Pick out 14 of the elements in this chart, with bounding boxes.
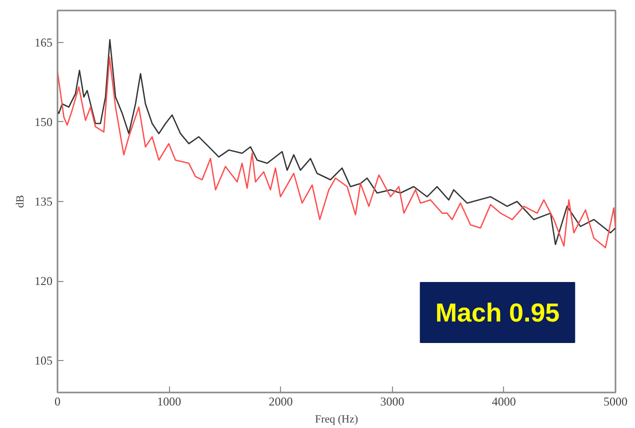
x-tick-label: 5000 <box>604 394 628 408</box>
y-tick-label: 120 <box>34 274 52 288</box>
x-tick-label: 3000 <box>380 394 404 408</box>
y-axis-title: dB <box>14 195 26 208</box>
y-tick-label: 135 <box>34 194 52 208</box>
x-tick-label: 4000 <box>492 394 516 408</box>
x-tick-label: 1000 <box>157 394 182 408</box>
y-tick-label: 105 <box>34 354 52 368</box>
annotation: Mach 0.95 <box>435 298 560 328</box>
x-tick-label: 2000 <box>268 394 293 408</box>
x-tick-label: 0 <box>54 394 60 408</box>
x-axis-title: Freq (Hz) <box>314 414 358 426</box>
y-tick-label: 150 <box>34 114 52 129</box>
y-tick-label: 165 <box>34 35 52 50</box>
